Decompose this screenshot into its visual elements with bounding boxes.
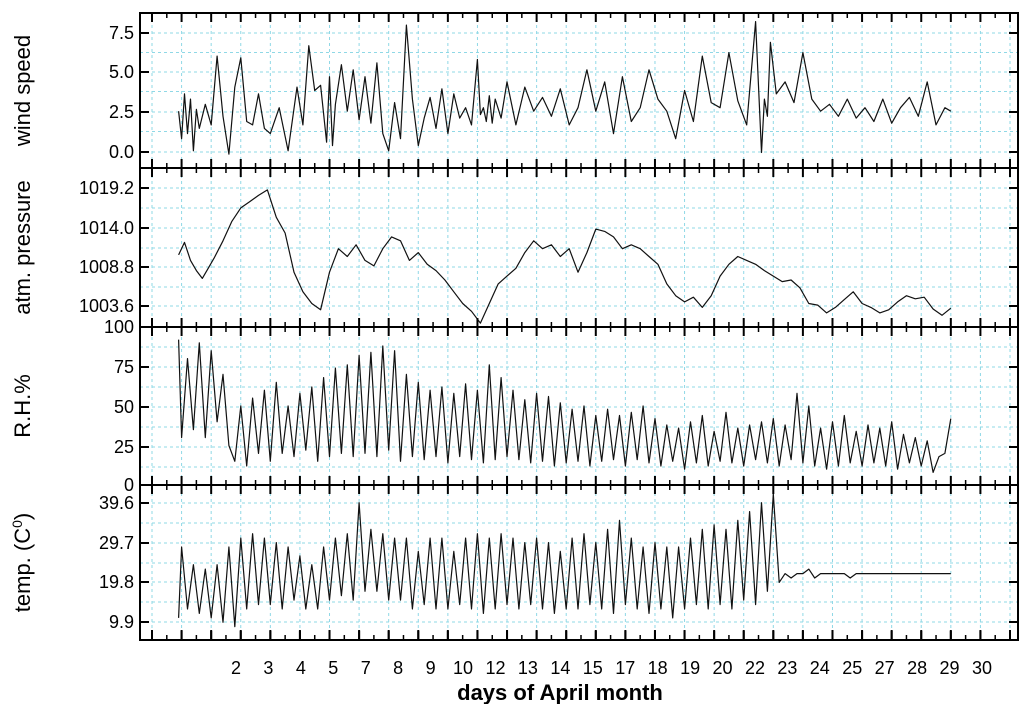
x-tick-label: 5 <box>328 658 338 678</box>
y-tick-label: 9.9 <box>109 612 134 632</box>
degree-superscript: 0 <box>9 520 25 528</box>
x-tick-label: 20 <box>713 658 733 678</box>
y-tick-label: 100 <box>104 317 134 337</box>
x-tick-label: 25 <box>842 658 862 678</box>
series-line-4 <box>178 493 951 628</box>
series-line-3 <box>178 339 952 473</box>
y-tick-label: 2.5 <box>109 102 134 122</box>
x-tick-label: 19 <box>680 658 700 678</box>
y-tick-label: 29.7 <box>99 533 134 553</box>
y-axis-label-3: R.H.% <box>10 374 35 438</box>
x-tick-label: 2 <box>231 658 241 678</box>
y-tick-label: 1008.8 <box>79 257 134 277</box>
x-axis-label: days of April month <box>457 680 663 704</box>
x-tick-label: 9 <box>426 658 436 678</box>
y-tick-label: 75 <box>114 357 134 377</box>
y-tick-label: 0.0 <box>109 142 134 162</box>
y-tick-label: 19.8 <box>99 572 134 592</box>
x-tick-label: 22 <box>745 658 765 678</box>
series-line-1 <box>178 21 952 155</box>
x-tick-label: 23 <box>777 658 797 678</box>
series-layer <box>178 21 952 628</box>
series-line-2 <box>178 189 952 324</box>
y-tick-label: 1014.0 <box>79 218 134 238</box>
y-tick-label: 39.6 <box>99 493 134 513</box>
x-tick-label: 12 <box>485 658 505 678</box>
frame-layer <box>139 12 1019 641</box>
x-tick-label: 7 <box>361 658 371 678</box>
label-layer: 7.5 5.0 2.5 0.0 wind speed 1019.2 1014.0 1008.8… <box>9 23 992 678</box>
y-tick-label: 5.0 <box>109 62 134 82</box>
y-axis-label-1: wind speed <box>10 35 35 147</box>
x-tick-label: 15 <box>583 658 603 678</box>
y-axis-label-4: temp. (C0) <box>9 513 35 612</box>
x-tick-label: 8 <box>393 658 403 678</box>
x-tick-label: 27 <box>875 658 895 678</box>
x-tick-label: 3 <box>263 658 273 678</box>
y-tick-label: 0 <box>124 475 134 495</box>
y-tick-label: 50 <box>114 397 134 417</box>
panel-frame-1 <box>139 12 1019 169</box>
x-tick-label: 29 <box>940 658 960 678</box>
label-close: ) <box>10 513 35 520</box>
x-tick-label: 30 <box>972 658 992 678</box>
x-tick-label: 4 <box>296 658 306 678</box>
y-tick-label: 25 <box>114 437 134 457</box>
x-tick-label: 10 <box>453 658 473 678</box>
x-tick-label: 18 <box>648 658 668 678</box>
x-tick-label: 17 <box>615 658 635 678</box>
y-axis-label-2: atm. pressure <box>10 180 35 315</box>
y-tick-label: 1019.2 <box>79 178 134 198</box>
x-tick-label: 28 <box>907 658 927 678</box>
x-tick-label: 24 <box>810 658 830 678</box>
y-tick-label: 1003.6 <box>79 296 134 316</box>
y-tick-label: 7.5 <box>109 23 134 43</box>
x-tick-label: 13 <box>518 658 538 678</box>
x-tick-label: 14 <box>550 658 570 678</box>
